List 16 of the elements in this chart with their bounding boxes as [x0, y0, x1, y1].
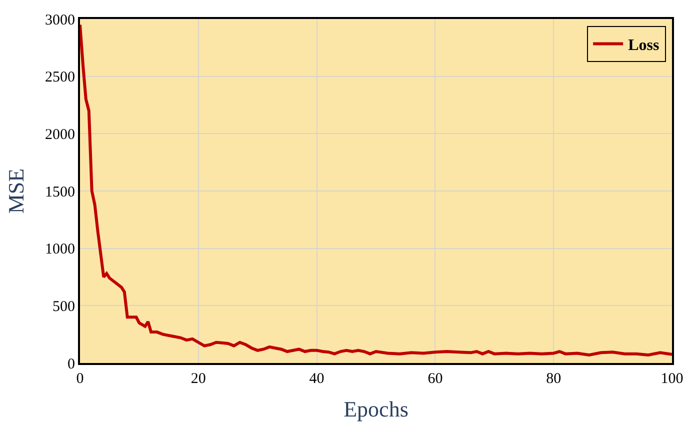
x-axis-title: Epochs: [344, 396, 408, 422]
y-tick-label: 3000: [45, 12, 75, 28]
x-tick-label: 20: [190, 371, 206, 387]
y-tick-label: 500: [52, 298, 75, 315]
y-tick-label: 2000: [45, 126, 75, 143]
x-tick-label: 80: [546, 371, 562, 387]
y-tick-label: 2500: [45, 70, 75, 86]
y-tick-label: 1000: [45, 242, 75, 258]
x-tick-label: 40: [309, 371, 324, 387]
line-series: [80, 23, 672, 356]
x-tick-label: 100: [660, 371, 684, 387]
x-tick-label: 60: [428, 371, 443, 387]
y-tick-label: 1500: [45, 184, 75, 200]
legend-label: Loss: [628, 37, 660, 54]
y-axis-title: MSE: [3, 168, 28, 214]
y-tick-label: 0: [68, 356, 75, 372]
